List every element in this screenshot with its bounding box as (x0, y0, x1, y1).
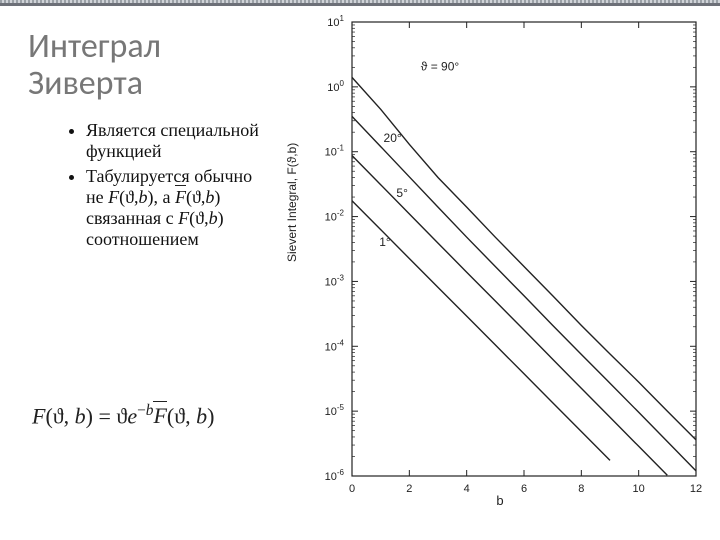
svg-text:5°: 5° (396, 186, 408, 200)
y-axis-label: Sievert Integral, F(ϑ,b) (285, 143, 299, 262)
svg-text:10-3: 10-3 (325, 273, 345, 288)
bullet-item: Является специальной функцией (86, 120, 268, 162)
svg-text:20°: 20° (384, 131, 402, 145)
svg-text:10-6: 10-6 (325, 468, 345, 483)
x-axis-label: b (290, 493, 710, 508)
svg-text:1°: 1° (379, 235, 391, 249)
formula: F(ϑ, b) = ϑe−bF(ϑ, b) (32, 402, 214, 429)
svg-text:10-2: 10-2 (325, 209, 345, 224)
svg-text:100: 100 (327, 79, 344, 94)
chart-svg: 02468101210-610-510-410-310-210-1100101ϑ… (290, 12, 710, 512)
page-title: Интеграл Зиверта (28, 28, 248, 103)
sievert-chart: Sievert Integral, F(ϑ,b) 02468101210-610… (290, 12, 710, 512)
svg-text:10-5: 10-5 (325, 403, 345, 418)
title-line-2: Зиверта (28, 63, 143, 104)
bullet-item: Табулируется обычно не F(ϑ,b), а F(ϑ,b) … (86, 166, 268, 250)
svg-text:ϑ = 90°: ϑ = 90° (421, 60, 460, 74)
svg-text:10-1: 10-1 (325, 144, 345, 159)
svg-text:10-4: 10-4 (325, 338, 345, 353)
bullet-list: Является специальной функцией Табулирует… (58, 120, 268, 254)
svg-text:101: 101 (327, 14, 344, 29)
title-line-1: Интеграл (28, 26, 161, 67)
